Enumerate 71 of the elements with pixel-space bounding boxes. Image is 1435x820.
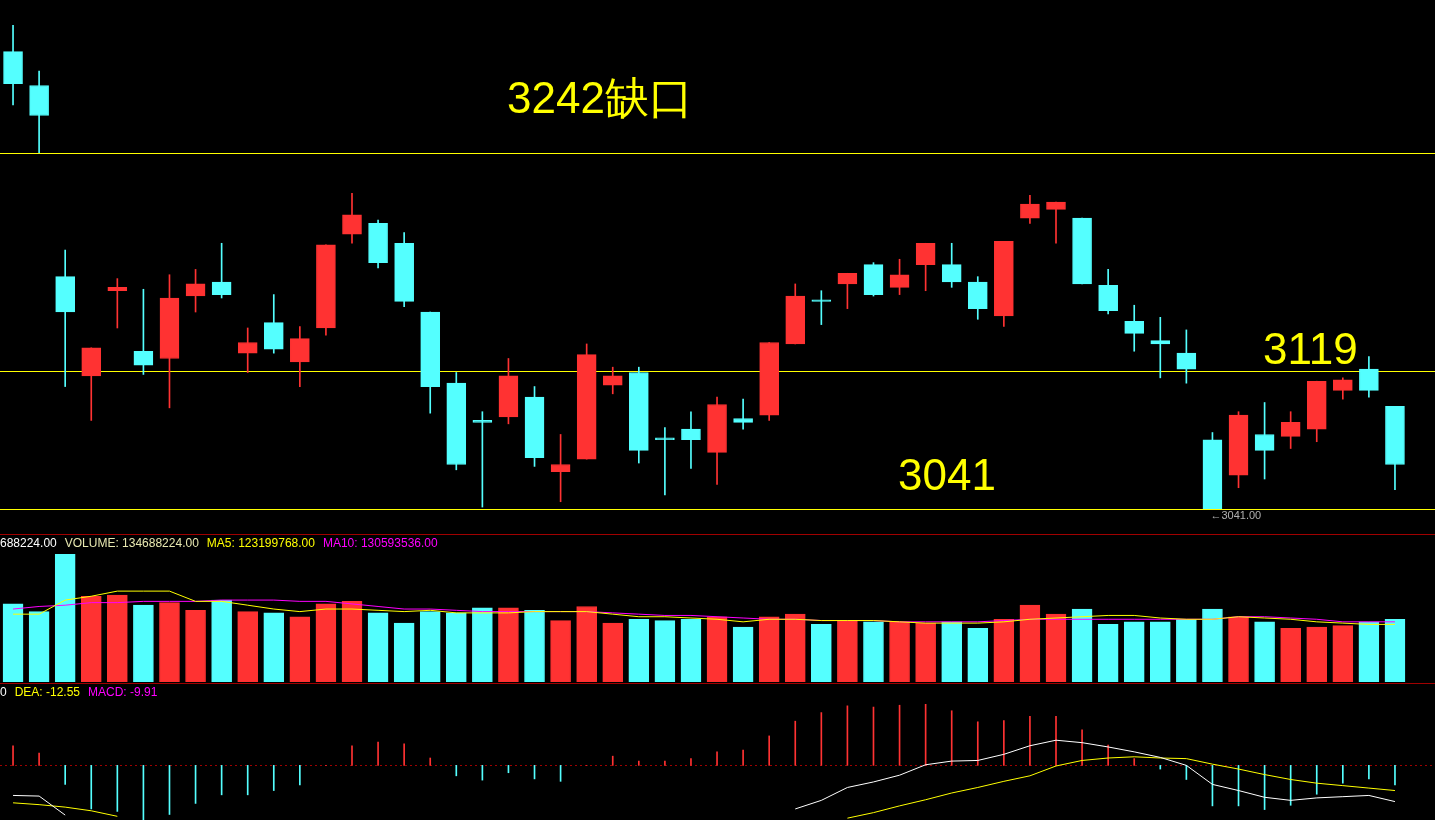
annotation: 3041 [898, 450, 996, 499]
text: MACD: -9.91 [88, 685, 158, 700]
bar [107, 594, 128, 682]
bar [680, 618, 702, 682]
bar [1332, 625, 1354, 682]
bar [863, 621, 884, 682]
bar [1384, 618, 1406, 682]
bar [419, 611, 441, 682]
text: 0 [0, 685, 7, 700]
bar [54, 554, 76, 682]
candlestick [237, 327, 258, 373]
bar [941, 621, 963, 682]
bar [732, 626, 754, 682]
bar [784, 613, 806, 682]
bar [628, 618, 650, 682]
bar [576, 606, 597, 682]
bar [80, 595, 102, 682]
bar [2, 603, 24, 682]
bar [393, 622, 415, 682]
bar [28, 611, 50, 682]
bar [1019, 604, 1041, 682]
bar [1280, 627, 1301, 682]
bar [1176, 618, 1197, 682]
bar [550, 620, 571, 682]
bar [1071, 608, 1093, 682]
candlestick [1046, 201, 1066, 244]
text: MA10: 130593536.00 [322, 536, 438, 551]
bar [263, 612, 285, 682]
bar [837, 620, 858, 682]
annotation: 3242缺口 [507, 72, 693, 122]
bar [811, 624, 832, 682]
bar [1306, 626, 1328, 682]
bar [758, 616, 780, 682]
bar [472, 607, 493, 682]
candlestick [1150, 317, 1171, 379]
bar [367, 612, 389, 682]
bar [237, 611, 259, 682]
bar [159, 602, 180, 682]
bar [654, 620, 676, 682]
bar [602, 622, 624, 682]
annotation: 3119 [1263, 323, 1358, 373]
bar [967, 627, 989, 682]
bar [133, 604, 154, 682]
bar [1358, 621, 1380, 682]
text: MA5: 123199768.00 [206, 536, 316, 551]
bar [1149, 621, 1171, 682]
text: VOLUME: 134688224.00 [64, 536, 200, 551]
candlestick [681, 411, 701, 469]
bar [341, 601, 363, 682]
bar [1228, 616, 1249, 682]
bar [1123, 621, 1145, 682]
bar [498, 607, 519, 682]
candlestick [655, 427, 675, 496]
bar [524, 609, 545, 682]
bar [1202, 608, 1223, 682]
bar [915, 622, 936, 682]
bar [445, 612, 467, 682]
bar [889, 621, 910, 682]
annotation: ←3041.00 [1210, 508, 1262, 521]
bar [185, 609, 206, 682]
bar [993, 618, 1015, 682]
text: DEA: -12.55 [14, 685, 81, 700]
bar [289, 616, 311, 682]
bar [211, 599, 232, 682]
bar [1254, 621, 1275, 682]
text: 688224.00 [0, 536, 58, 551]
candlestick [733, 398, 753, 430]
bar [315, 603, 337, 682]
bar [706, 616, 728, 682]
bar [1097, 624, 1119, 682]
bar [1045, 613, 1067, 682]
